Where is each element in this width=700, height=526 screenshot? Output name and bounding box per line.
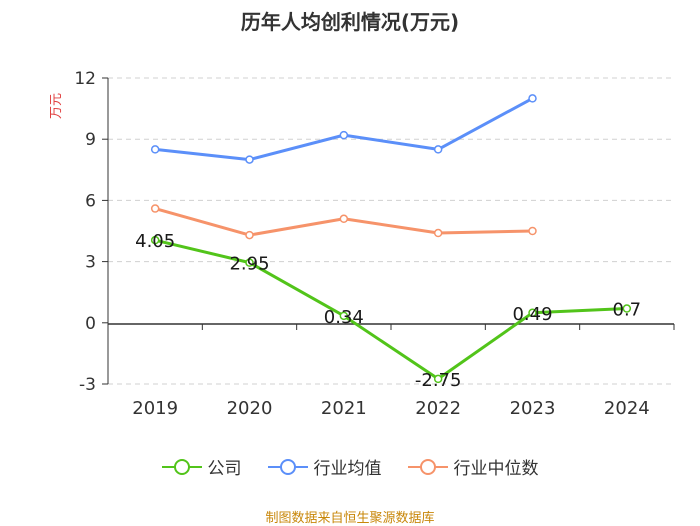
- data-point-s1-2[interactable]: [339, 130, 349, 140]
- data-point-s2-3[interactable]: [433, 228, 443, 238]
- data-point-s0-5[interactable]: [622, 304, 632, 313]
- series-line-1: [155, 97, 534, 162]
- grid-lines: [108, 77, 674, 385]
- y-axis-unit-label: 万元: [49, 93, 64, 119]
- data-label: -2.75: [415, 370, 462, 391]
- legend-label-industry-mean: 行业均值: [313, 459, 382, 479]
- data-label: 0.49: [512, 304, 552, 325]
- data-point-s1-3[interactable]: [433, 145, 443, 154]
- series-lines: [150, 94, 632, 384]
- axes: -3 0 3 6 9 12 万元 2019 2020 2021 2022 2023 2024: [49, 69, 675, 419]
- y-tick-label: 12: [74, 69, 96, 89]
- y-tick-label: 9: [85, 130, 96, 150]
- x-tick-label: 2023: [510, 398, 556, 419]
- data-point-s2-0[interactable]: [150, 204, 160, 213]
- legend-swatch-industry-median: [407, 458, 448, 475]
- data-point-s0-1[interactable]: [245, 258, 254, 267]
- data-label: 4.05: [135, 231, 175, 252]
- chart-title: 历年人均创利情况(万元): [240, 10, 460, 34]
- x-tick-label: 2022: [415, 398, 461, 419]
- x-tick-label: 2019: [132, 398, 178, 419]
- data-point-s0-3[interactable]: [433, 374, 443, 384]
- data-point-s1-0[interactable]: [150, 145, 160, 154]
- legend-swatch-industry-mean: [267, 458, 308, 475]
- data-labels: 4.05 2.95 0.34 -2.75 0.49 0.7: [135, 231, 641, 391]
- data-point-s1-4[interactable]: [528, 94, 537, 103]
- y-tick-label: 3: [85, 253, 96, 273]
- data-point-s0-0[interactable]: [150, 235, 160, 245]
- x-tick-label: 2020: [227, 398, 273, 419]
- legend-item-industry-median[interactable]: 行业中位数: [407, 454, 539, 479]
- data-point-s0-4[interactable]: [528, 308, 537, 318]
- data-point-s2-4[interactable]: [528, 226, 537, 236]
- data-label: 0.7: [613, 300, 642, 321]
- series-line-0: [154, 238, 627, 381]
- x-tick-label: 2021: [321, 398, 367, 419]
- y-tick-label: 6: [85, 191, 96, 211]
- data-point-s2-1[interactable]: [245, 230, 254, 240]
- legend-label-industry-median: 行业中位数: [453, 459, 539, 479]
- legend-swatch-company: [161, 458, 202, 475]
- y-tick-label: -3: [79, 375, 96, 395]
- data-label: 0.34: [324, 307, 364, 328]
- data-point-s0-2[interactable]: [339, 311, 349, 321]
- y-tick-label: 0: [85, 314, 96, 334]
- legend: 公司 行业均值 行业中位数: [0, 454, 700, 479]
- source-note: 制图数据来自恒生聚源数据库: [265, 511, 435, 526]
- legend-item-company[interactable]: 公司: [161, 454, 242, 479]
- x-tick-label: 2024: [604, 398, 650, 419]
- data-label: 2.95: [229, 254, 269, 275]
- legend-label-company: 公司: [207, 459, 242, 479]
- data-point-s1-1[interactable]: [245, 155, 254, 164]
- data-point-s2-2[interactable]: [339, 214, 349, 224]
- legend-item-industry-mean[interactable]: 行业均值: [267, 454, 382, 479]
